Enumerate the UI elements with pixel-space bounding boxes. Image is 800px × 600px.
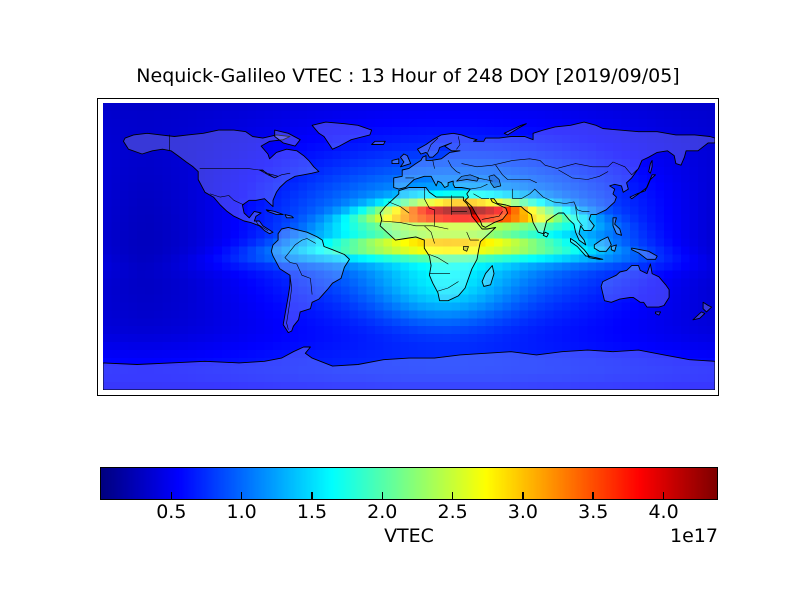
- colorbar-tick-label: 1.0: [226, 501, 257, 523]
- border-chile-argentina: [285, 274, 292, 330]
- border-yemen-oman: [481, 210, 503, 220]
- land-sri-lanka: [542, 231, 549, 237]
- land-greenland: [311, 121, 372, 150]
- lake-black-sea: [455, 173, 479, 181]
- colorbar-tick-label: 2.5: [437, 501, 468, 523]
- border-algeria-libya: [423, 186, 435, 226]
- colorbar-tick: [311, 492, 313, 499]
- land-novaya-zemlya: [503, 122, 527, 135]
- land-tasmania: [654, 310, 661, 316]
- border-russia-south: [460, 158, 637, 175]
- land-japan: [629, 173, 656, 199]
- colorbar-tick-label: 1.5: [296, 501, 328, 523]
- land-uk: [399, 153, 411, 167]
- border-central-asia: [494, 164, 537, 183]
- border-finland-russia: [455, 135, 460, 149]
- lake-lake-victoria: [462, 245, 469, 252]
- border-caucasus: [476, 177, 493, 181]
- world-coastline-overlay: [102, 121, 715, 390]
- colorbar-tick: [240, 492, 243, 499]
- land-hispaniola: [283, 213, 294, 218]
- land-new-zealand-north: [702, 301, 712, 312]
- border-nigeria-cameroon: [423, 225, 435, 244]
- land-philippines: [612, 216, 622, 236]
- border-west-sahara: [387, 201, 409, 213]
- border-central-america: [255, 220, 268, 231]
- land-new-guinea: [630, 247, 658, 260]
- colorbar-tick: [592, 492, 594, 499]
- colorbar-tick-label: 0.5: [156, 501, 187, 523]
- map-axes: [97, 98, 719, 396]
- border-south-africa: [437, 280, 459, 291]
- colorbar-tick-label: 3.0: [507, 501, 539, 523]
- border-us-mexico: [209, 193, 244, 205]
- land-sulawesi: [610, 243, 617, 252]
- lake-caspian-sea: [488, 173, 501, 188]
- colorbar-label: VTEC: [384, 525, 434, 547]
- border-iraq-saudi: [472, 193, 489, 199]
- colorbar-tick: [451, 492, 454, 499]
- colorbar-tick: [662, 492, 665, 499]
- border-burma-thailand: [574, 205, 583, 226]
- land-eurasia: [392, 121, 715, 245]
- colorbar-tick: [381, 492, 384, 499]
- border-east-africa: [466, 231, 479, 240]
- colorbar: [100, 467, 718, 500]
- border-mongolia: [557, 169, 608, 180]
- land-java: [586, 255, 603, 260]
- land-ireland: [391, 157, 399, 164]
- border-iran-afghanistan: [511, 188, 535, 199]
- colorbar-tick: [522, 492, 524, 499]
- border-china-indochina: [573, 201, 589, 212]
- colorbar-tick-label: 3.5: [578, 501, 609, 523]
- land-australia: [600, 263, 670, 308]
- border-himalaya: [534, 188, 574, 204]
- land-north-america: [122, 129, 319, 234]
- colorbar-tick-label: 4.0: [648, 501, 679, 523]
- border-us-canada: [199, 167, 290, 178]
- border-east-europe: [447, 159, 460, 173]
- colorbar-offset-label: 1e17: [670, 525, 718, 547]
- border-germany-poland: [432, 159, 435, 169]
- border-norway-sweden: [426, 137, 438, 153]
- border-congo-angola: [428, 253, 448, 264]
- colorbar-gradient: [101, 468, 717, 499]
- land-madagascar: [481, 264, 494, 287]
- border-brazil: [284, 237, 316, 295]
- border-turkey-east: [469, 183, 487, 189]
- border-sahel: [381, 220, 448, 229]
- colorbar-tick: [170, 492, 173, 499]
- land-borneo: [593, 235, 612, 252]
- colorbar-tick-label: 2.0: [367, 501, 398, 523]
- land-cuba: [265, 208, 284, 215]
- land-sakhalin: [647, 159, 653, 174]
- land-africa: [379, 186, 496, 301]
- vtec-heatmap: [102, 102, 715, 390]
- land-baffin-island: [273, 129, 301, 147]
- land-antarctica: [102, 346, 715, 390]
- land-new-zealand-south: [691, 310, 705, 320]
- land-iceland: [370, 140, 386, 145]
- plot-title: Nequick-Galileo VTEC : 13 Hour of 248 DO…: [136, 65, 680, 87]
